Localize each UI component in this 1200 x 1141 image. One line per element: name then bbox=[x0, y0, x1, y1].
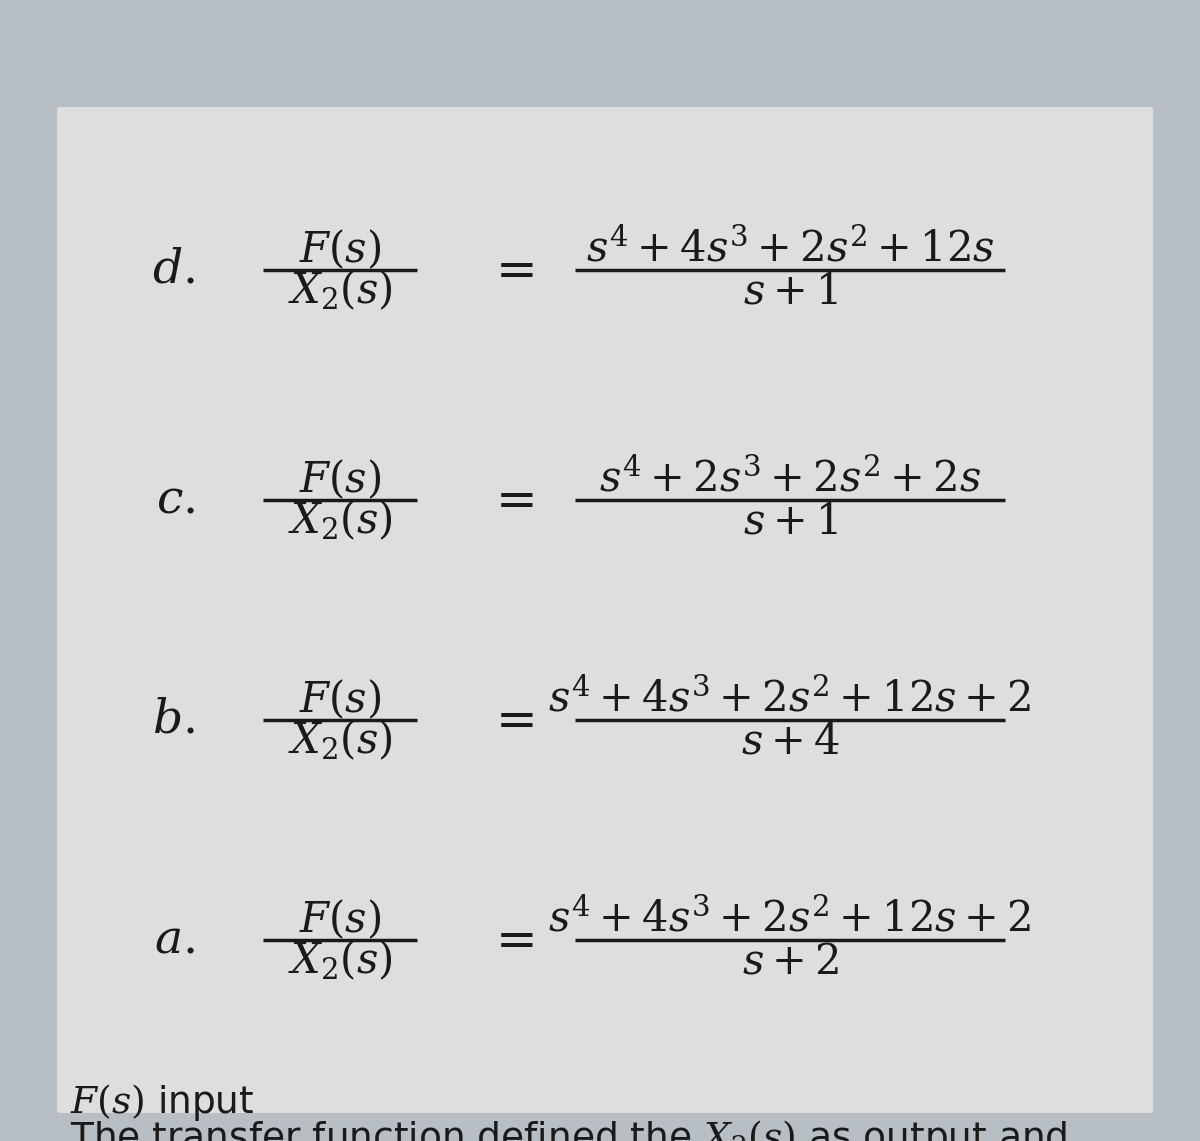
Text: $\mathit{c.}$: $\mathit{c.}$ bbox=[156, 477, 194, 523]
Text: $s+1$: $s+1$ bbox=[743, 500, 838, 542]
Text: $F(s)$: $F(s)$ bbox=[299, 228, 382, 272]
Text: $\mathit{b.}$: $\mathit{b.}$ bbox=[152, 697, 194, 743]
Text: $=$: $=$ bbox=[486, 245, 534, 294]
Text: $s+4$: $s+4$ bbox=[740, 720, 839, 762]
Text: $\mathit{d.}$: $\mathit{d.}$ bbox=[152, 248, 194, 292]
Text: $X_2(s)$: $X_2(s)$ bbox=[288, 939, 392, 982]
Text: $=$: $=$ bbox=[486, 476, 534, 525]
Text: $=$: $=$ bbox=[486, 695, 534, 745]
Text: $s^4+2s^3+2s^2+2s$: $s^4+2s^3+2s^2+2s$ bbox=[599, 458, 982, 500]
Text: $F(s)$: $F(s)$ bbox=[299, 678, 382, 721]
Text: $s^4+4s^3+2s^2+12s$: $s^4+4s^3+2s^2+12s$ bbox=[586, 228, 995, 270]
Text: $F(s)$: $F(s)$ bbox=[299, 458, 382, 501]
Text: $X_2(s)$: $X_2(s)$ bbox=[288, 719, 392, 762]
FancyBboxPatch shape bbox=[58, 107, 1153, 1112]
Text: $F(s)$: $F(s)$ bbox=[299, 898, 382, 941]
Text: $=$: $=$ bbox=[486, 915, 534, 965]
Text: $\mathit{a.}$: $\mathit{a.}$ bbox=[155, 917, 194, 963]
Text: $s^4+4s^3+2s^2+12s+2$: $s^4+4s^3+2s^2+12s+2$ bbox=[548, 678, 1032, 720]
Text: The transfer function defined the $X_2(s)$ as output and: The transfer function defined the $X_2(s… bbox=[70, 1118, 1068, 1141]
Text: $s^4+4s^3+2s^2+12s+2$: $s^4+4s^3+2s^2+12s+2$ bbox=[548, 898, 1032, 940]
Text: $s+1$: $s+1$ bbox=[743, 270, 838, 311]
Text: $X_2(s)$: $X_2(s)$ bbox=[288, 499, 392, 542]
Text: $F(s)$ input: $F(s)$ input bbox=[70, 1082, 254, 1123]
Text: $X_2(s)$: $X_2(s)$ bbox=[288, 268, 392, 311]
Text: $s+2$: $s+2$ bbox=[742, 940, 839, 982]
